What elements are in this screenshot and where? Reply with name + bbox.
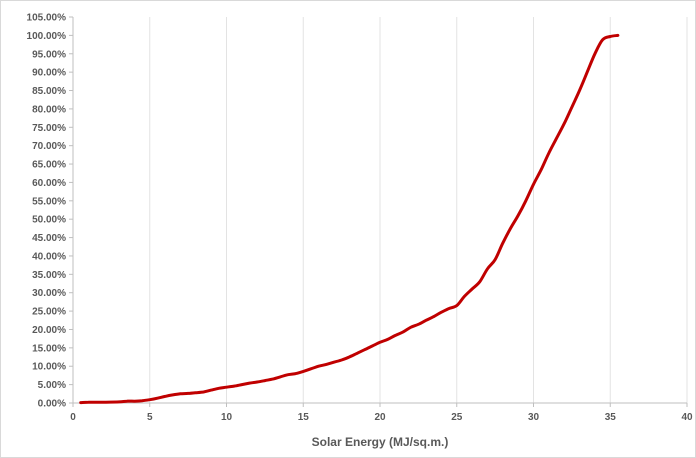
y-tick-label: 85.00% [32,86,66,97]
y-tick-label: 20.00% [32,325,66,336]
x-axis: 0 5 10 15 20 25 30 35 40 [70,402,693,423]
x-tick-label: 35 [605,412,617,423]
x-tick-label: 20 [374,412,386,423]
y-tick-label: 75.00% [32,123,66,134]
y-tick-label: 0.00% [38,399,66,410]
y-tick-label: 95.00% [32,49,66,60]
y-tick-label: 90.00% [32,68,66,79]
y-tick-label: 35.00% [32,270,66,281]
y-tick-label: 60.00% [32,178,66,189]
x-tick-label: 15 [298,412,310,423]
x-tick-label: 0 [70,412,76,423]
y-tick-label: 55.00% [32,196,66,207]
y-tick-label: 40.00% [32,251,66,262]
series-line [79,33,620,405]
y-tick-label: 70.00% [32,141,66,152]
y-tick-label: 105.00% [27,13,67,24]
data-series [79,33,620,405]
x-tick-label: 25 [451,412,463,423]
y-tick-label: 50.00% [32,215,66,226]
y-tick-label: 10.00% [32,362,66,373]
y-tick-label: 45.00% [32,233,66,244]
x-tick-label: 40 [681,412,693,423]
x-axis-title: Solar Energy (MJ/sq.m.) [312,435,449,449]
y-tick-label: 100.00% [27,31,67,42]
y-axis: 0.00% 5.00% 10.00% 15.00% 20.00% 25.00% 30.00%… [27,13,74,410]
y-tick-label: 30.00% [32,288,66,299]
y-tick-label: 25.00% [32,307,66,318]
vertical-gridlines [149,17,688,403]
y-tick-label: 80.00% [32,104,66,115]
x-tick-label: 10 [221,412,233,423]
x-tick-label: 30 [528,412,540,423]
y-tick-label: 15.00% [32,343,66,354]
y-tick-label: 5.00% [38,380,66,391]
y-tick-label: 65.00% [32,160,66,171]
x-tick-label: 5 [147,412,153,423]
